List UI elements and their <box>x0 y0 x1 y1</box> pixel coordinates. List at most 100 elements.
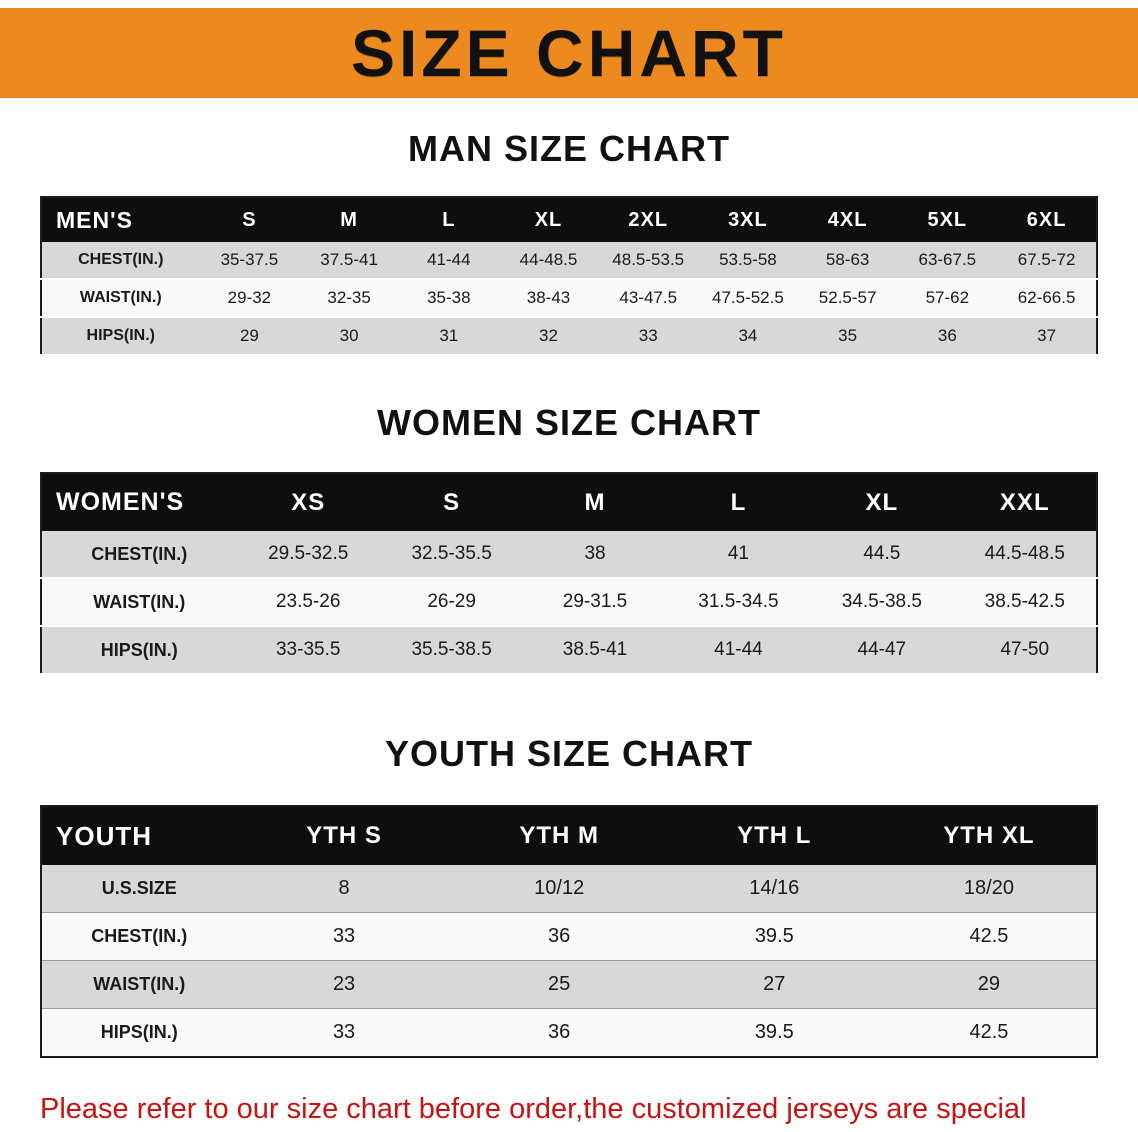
size-column-header: S <box>379 473 524 531</box>
size-value: 41-44 <box>666 626 811 675</box>
size-value: 33 <box>598 317 699 356</box>
table-row: CHEST(IN.) 33 36 39.5 42.5 <box>41 912 1097 961</box>
size-value: 30 <box>299 317 399 356</box>
size-column-header: XS <box>236 473 380 531</box>
youth-size-table: YOUTH YTH S YTH M YTH L YTH XL U.S.SIZE 8 10/12… <box>40 805 1098 1058</box>
size-column-header: M <box>299 197 399 242</box>
row-label: CHEST(IN.) <box>41 242 200 280</box>
size-value: 39.5 <box>666 912 882 961</box>
size-column-header: XXL <box>953 473 1097 531</box>
size-column-header: 4XL <box>797 197 898 242</box>
size-value: 33-35.5 <box>236 626 380 675</box>
row-label: WAIST(IN.) <box>41 578 237 627</box>
size-value: 32 <box>498 317 599 356</box>
size-column-header: 5XL <box>897 197 998 242</box>
size-value: 44.5 <box>810 531 954 579</box>
size-column-header: XL <box>498 197 599 242</box>
banner-title: SIZE CHART <box>351 16 787 90</box>
table-row: WAIST(IN.) 23 25 27 29 <box>41 960 1097 1009</box>
disclaimer-line-1: Please refer to our size chart before or… <box>40 1093 1027 1125</box>
size-column-header: 3XL <box>698 197 798 242</box>
table-corner-label: YOUTH <box>41 806 237 865</box>
size-value: 29-32 <box>199 279 300 318</box>
size-value: 26-29 <box>379 578 524 627</box>
size-value: 33 <box>236 1008 452 1058</box>
size-column-header: 2XL <box>598 197 699 242</box>
size-value: 36 <box>451 1008 667 1058</box>
size-value: 41 <box>666 531 811 579</box>
size-value: 10/12 <box>451 865 667 913</box>
size-value: 25 <box>451 960 667 1009</box>
table-row: CHEST(IN.) 35-37.5 37.5-41 41-44 44-48.5 48.5… <box>41 242 1097 280</box>
size-value: 39.5 <box>666 1008 882 1058</box>
size-value: 36 <box>451 912 667 961</box>
row-label: U.S.SIZE <box>41 865 237 913</box>
men-size-table: MEN'S S M L XL 2XL 3XL 4XL 5XL 6XL CHEST(IN.) 35-37… <box>40 196 1098 356</box>
table-row: WAIST(IN.) 23.5-26 26-29 29-31.5 31.5-34.5 34… <box>41 578 1097 627</box>
size-value: 31.5-34.5 <box>666 578 811 627</box>
table-header-row: YOUTH YTH S YTH M YTH L YTH XL <box>41 806 1097 865</box>
size-column-header: L <box>666 473 811 531</box>
table-row: U.S.SIZE 8 10/12 14/16 18/20 <box>41 865 1097 913</box>
youth-section-title: YOUTH SIZE CHART <box>384 733 753 774</box>
size-value: 37.5-41 <box>299 242 399 280</box>
size-value: 35.5-38.5 <box>379 626 524 675</box>
size-column-header: YTH M <box>451 806 667 865</box>
size-column-header: L <box>398 197 499 242</box>
size-value: 67.5-72 <box>997 242 1097 280</box>
size-value: 23 <box>236 960 452 1009</box>
size-value: 34 <box>698 317 798 356</box>
size-value: 14/16 <box>666 865 882 913</box>
size-value: 27 <box>666 960 882 1009</box>
size-value: 47-50 <box>953 626 1097 675</box>
size-chart-banner: SIZE CHART <box>0 8 1138 98</box>
size-value: 8 <box>236 865 452 913</box>
size-column-header: 6XL <box>997 197 1097 242</box>
size-value: 29 <box>199 317 300 356</box>
table-row: HIPS(IN.) 33-35.5 35.5-38.5 38.5-41 41-44 44-… <box>41 626 1097 675</box>
row-label: WAIST(IN.) <box>41 960 237 1009</box>
size-value: 38 <box>523 531 667 579</box>
size-value: 52.5-57 <box>797 279 898 318</box>
size-value: 23.5-26 <box>236 578 380 627</box>
size-value: 62-66.5 <box>997 279 1097 318</box>
row-label: HIPS(IN.) <box>41 626 237 675</box>
size-column-header: M <box>523 473 667 531</box>
table-row: HIPS(IN.) 29 30 31 32 33 34 35 36 37 <box>41 317 1097 356</box>
row-label: HIPS(IN.) <box>41 317 200 356</box>
size-value: 53.5-58 <box>698 242 798 280</box>
size-value: 36 <box>897 317 998 356</box>
size-value: 29-31.5 <box>523 578 667 627</box>
size-value: 34.5-38.5 <box>810 578 954 627</box>
table-row: WAIST(IN.) 29-32 32-35 35-38 38-43 43-47.5 47.… <box>41 279 1097 318</box>
size-value: 43-47.5 <box>598 279 699 318</box>
size-value: 38.5-42.5 <box>953 578 1097 627</box>
women-section-title: WOMEN SIZE CHART <box>377 402 761 443</box>
size-value: 38.5-41 <box>523 626 667 675</box>
row-label: HIPS(IN.) <box>41 1008 237 1058</box>
size-value: 42.5 <box>881 912 1097 961</box>
size-value: 48.5-53.5 <box>598 242 699 280</box>
size-value: 29.5-32.5 <box>236 531 380 579</box>
size-value: 18/20 <box>881 865 1097 913</box>
size-value: 44.5-48.5 <box>953 531 1097 579</box>
table-row: CHEST(IN.) 29.5-32.5 32.5-35.5 38 41 44.5 44.5… <box>41 531 1097 579</box>
table-corner-label: MEN'S <box>41 197 200 242</box>
size-value: 42.5 <box>881 1008 1097 1058</box>
size-column-header: YTH S <box>236 806 452 865</box>
size-column-header: YTH L <box>666 806 882 865</box>
size-value: 35-38 <box>398 279 499 318</box>
row-label: WAIST(IN.) <box>41 279 200 318</box>
size-value: 33 <box>236 912 452 961</box>
size-value: 57-62 <box>897 279 998 318</box>
size-value: 29 <box>881 960 1097 1009</box>
size-value: 31 <box>398 317 499 356</box>
size-value: 35 <box>797 317 898 356</box>
size-value: 58-63 <box>797 242 898 280</box>
size-value: 41-44 <box>398 242 499 280</box>
table-corner-label: WOMEN'S <box>41 473 237 531</box>
size-value: 32-35 <box>299 279 399 318</box>
women-size-table: WOMEN'S XS S M L XL XXL CHEST(IN.) 29.5-32.5 32.5… <box>40 472 1098 675</box>
size-value: 44-48.5 <box>498 242 599 280</box>
size-value: 63-67.5 <box>897 242 998 280</box>
